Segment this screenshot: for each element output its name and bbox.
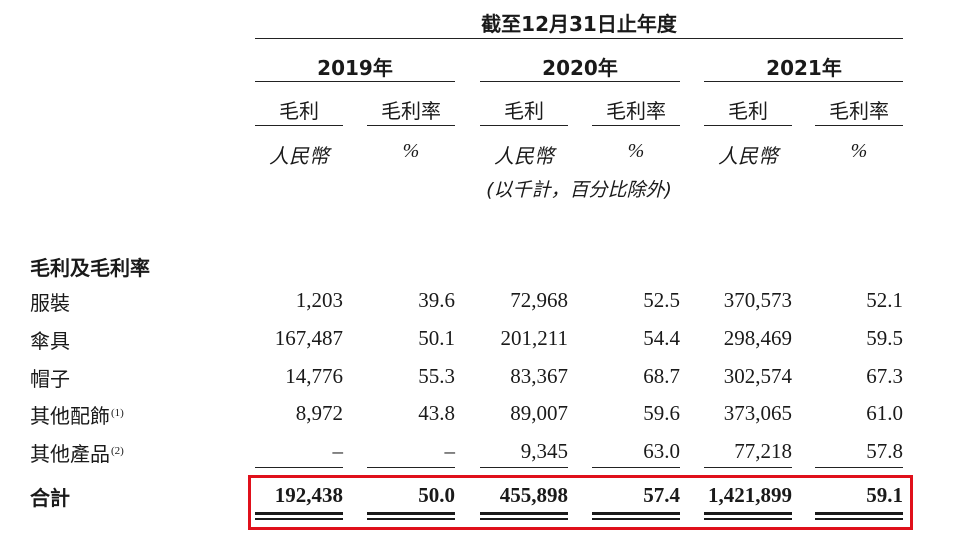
cell-gross-profit-2019: 167,487 (274, 326, 343, 350)
row-label-text: 傘具 (30, 329, 70, 353)
table-period-title: 截至12月31日止年度 (481, 12, 677, 36)
unit-rmb: 人民幣 (494, 144, 554, 168)
cell-margin-2019: 43.8 (418, 401, 455, 425)
cell-margin-2020: 59.6 (643, 401, 680, 425)
unit-percent: % (402, 140, 420, 162)
cell-gross-profit-2019: 14,776 (285, 364, 343, 388)
subheader-rule (367, 125, 455, 126)
cell-gross-profit-2021: 302,574 (723, 364, 792, 388)
col-header-margin-2020: 毛利率 (606, 99, 666, 123)
cell-gross-profit-2019: 8,972 (295, 401, 343, 425)
total-highlight-box (248, 475, 913, 530)
cell-gross-profit-2019: 1,203 (295, 288, 343, 312)
unit-percent: % (627, 140, 645, 162)
col-header-gross-profit-2019: 毛利 (279, 99, 319, 123)
cell-margin-2019: 55.3 (418, 364, 455, 388)
cell-margin-2019: 39.6 (418, 288, 455, 312)
footnote-marker: (1) (111, 407, 124, 419)
cell-gross-profit-2020: 9,345 (520, 439, 568, 463)
year-header-2019: 2019年 (317, 56, 393, 80)
unit-rmb: 人民幣 (269, 144, 329, 168)
cell-gross-profit-2021: 373,065 (723, 401, 792, 425)
cell-margin-2021: 61.0 (866, 401, 903, 425)
total-gross-profit-2020: 455,898 (499, 483, 568, 507)
double-underline (480, 512, 568, 520)
cell-margin-2021: 67.3 (866, 364, 903, 388)
cell-margin-2021: 52.1 (866, 288, 903, 312)
double-underline (704, 512, 792, 520)
double-underline (592, 512, 680, 520)
year-rule-2021 (704, 81, 903, 82)
subheader-rule (255, 125, 343, 126)
cell-margin-2020: 54.4 (643, 326, 680, 350)
footnote-marker: (2) (111, 445, 124, 457)
total-gross-profit-2019: 192,438 (274, 483, 343, 507)
subtotal-rule (815, 467, 903, 468)
subheader-rule (704, 125, 792, 126)
unit-percent: % (850, 140, 868, 162)
subheader-rule (480, 125, 568, 126)
total-margin-2020: 57.4 (643, 483, 680, 507)
unit-rmb: 人民幣 (718, 144, 778, 168)
cell-gross-profit-2020: 72,968 (510, 288, 568, 312)
section-title: 毛利及毛利率 (30, 256, 150, 280)
year-header-2020: 2020年 (542, 56, 618, 80)
row-label-text: 帽子 (30, 367, 70, 391)
cell-margin-2021: 59.5 (866, 326, 903, 350)
cell-margin-2020: 63.0 (643, 439, 680, 463)
row-label: 服裝 (30, 287, 70, 316)
cell-gross-profit-2020: 201,211 (500, 326, 568, 350)
cell-margin-2020: 68.7 (643, 364, 680, 388)
subtotal-rule (255, 467, 343, 468)
cell-gross-profit-2020: 89,007 (510, 401, 568, 425)
subtotal-rule (367, 467, 455, 468)
cell-margin-2019: – (444, 439, 456, 463)
total-gross-profit-2021: 1,421,899 (708, 483, 792, 507)
row-label: 其他配飾(1) (30, 400, 124, 429)
row-label-text: 服裝 (30, 291, 70, 315)
year-rule-2019 (255, 81, 455, 82)
subtotal-rule (704, 467, 792, 468)
col-header-gross-profit-2021: 毛利 (728, 99, 768, 123)
col-header-margin-2019: 毛利率 (381, 99, 441, 123)
subtotal-rule (592, 467, 680, 468)
double-underline (367, 512, 455, 520)
year-rule-2020 (480, 81, 680, 82)
cell-gross-profit-2019: – (332, 439, 344, 463)
subtotal-rule (480, 467, 568, 468)
total-margin-2019: 50.0 (418, 483, 455, 507)
cell-gross-profit-2021: 77,218 (734, 439, 792, 463)
row-label: 帽子 (30, 363, 70, 392)
cell-gross-profit-2021: 298,469 (723, 326, 792, 350)
col-header-margin-2021: 毛利率 (829, 99, 889, 123)
double-underline (815, 512, 903, 520)
row-label: 其他產品(2) (30, 438, 124, 467)
cell-margin-2019: 50.1 (418, 326, 455, 350)
title-rule (255, 38, 903, 39)
unit-note: (以千計，百分比除外) (486, 179, 672, 201)
subheader-rule (815, 125, 903, 126)
subheader-rule (592, 125, 680, 126)
cell-margin-2021: 57.8 (866, 439, 903, 463)
year-header-2021: 2021年 (766, 56, 842, 80)
cell-margin-2020: 52.5 (643, 288, 680, 312)
double-underline (255, 512, 343, 520)
total-label: 合計 (30, 486, 70, 510)
total-margin-2021: 59.1 (866, 483, 903, 507)
row-label: 傘具 (30, 325, 70, 354)
col-header-gross-profit-2020: 毛利 (504, 99, 544, 123)
cell-gross-profit-2020: 83,367 (510, 364, 568, 388)
row-label-text: 其他產品 (30, 442, 110, 466)
cell-gross-profit-2021: 370,573 (723, 288, 792, 312)
row-label-text: 其他配飾 (30, 404, 110, 428)
